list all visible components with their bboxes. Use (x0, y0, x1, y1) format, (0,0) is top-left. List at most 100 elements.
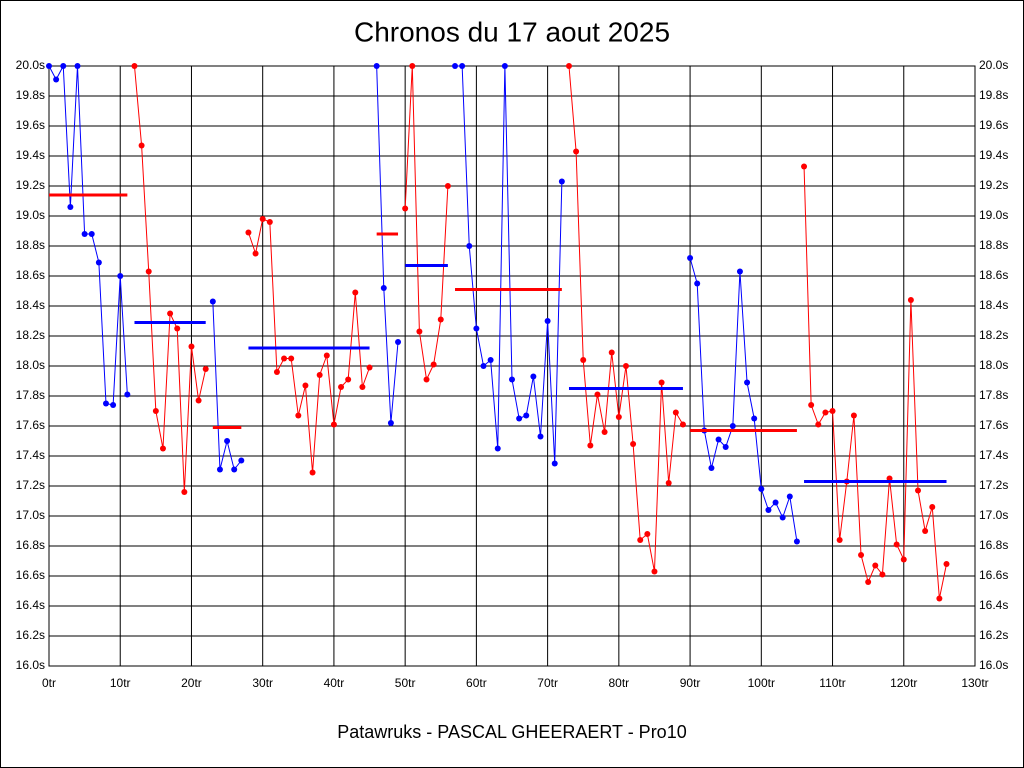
y-tick-label-right: 16.2s (979, 628, 1008, 642)
point (594, 391, 601, 398)
point (672, 409, 679, 416)
point (893, 541, 900, 548)
point (907, 297, 914, 303)
x-tick-label: 90tr (680, 676, 701, 690)
y-tick-label-right: 19.8s (979, 88, 1008, 102)
point (373, 63, 380, 69)
y-tick-label-right: 20.0s (979, 58, 1008, 72)
point (822, 409, 829, 416)
point (480, 363, 487, 369)
point (879, 571, 886, 578)
y-tick-label-right: 18.4s (979, 298, 1008, 312)
point (95, 259, 102, 266)
marks (46, 63, 950, 602)
point (152, 408, 159, 414)
x-tick-label: 100tr (748, 676, 775, 690)
point (167, 310, 174, 317)
x-tick-label: 110tr (819, 676, 845, 690)
point (530, 373, 537, 380)
point (608, 349, 615, 356)
point (929, 504, 936, 510)
point (936, 595, 943, 602)
point (915, 487, 922, 494)
point (630, 441, 637, 447)
x-tick-label: 10tr (110, 676, 131, 690)
point (145, 268, 152, 275)
point (359, 384, 366, 390)
x-tick-label: 30tr (252, 676, 273, 690)
point (124, 391, 131, 398)
point (338, 384, 345, 390)
point (651, 568, 658, 575)
series-line (376, 65, 399, 424)
point (46, 63, 52, 69)
y-tick-label: 16.6s (16, 568, 45, 582)
y-tick-label-right: 17.2s (979, 478, 1008, 492)
point (765, 507, 772, 513)
y-tick-label: 20.0s (16, 58, 45, 72)
point (281, 355, 288, 362)
y-tick-label: 17.8s (16, 388, 45, 402)
point (452, 63, 459, 69)
point (259, 216, 266, 222)
point (302, 382, 309, 389)
point (865, 579, 872, 585)
point (110, 402, 117, 408)
y-tick-label-right: 16.8s (979, 538, 1008, 552)
point (551, 460, 558, 467)
point (487, 357, 494, 363)
x-tick-label: 20tr (181, 676, 202, 690)
point (537, 433, 544, 440)
point (88, 231, 95, 237)
y-tick-label: 16.4s (16, 598, 45, 612)
series-line (689, 257, 798, 542)
point (573, 148, 580, 155)
point (858, 552, 865, 558)
y-tick-label: 16.8s (16, 538, 45, 552)
x-tick-label: 0tr (42, 676, 56, 690)
y-tick-label-right: 16.0s (979, 658, 1008, 672)
y-tick-label: 19.8s (16, 88, 45, 102)
point (587, 442, 594, 449)
point (637, 537, 644, 543)
point (330, 421, 337, 428)
point (323, 352, 330, 359)
x-axis-label: Patawruks - PASCAL GHEERAERT - Pro10 (337, 722, 686, 742)
y-tick-label-right: 17.8s (979, 388, 1008, 402)
point (366, 364, 373, 371)
point (380, 285, 387, 291)
y-tick-label-right: 18.0s (979, 358, 1008, 372)
point (708, 465, 715, 471)
point (252, 250, 259, 257)
y-tick-label: 18.0s (16, 358, 45, 372)
point (102, 400, 109, 407)
y-tick-label-right: 17.4s (979, 448, 1008, 462)
point (815, 421, 822, 428)
y-tick-label-right: 16.6s (979, 568, 1008, 582)
point (872, 562, 879, 569)
point (544, 318, 551, 324)
point (231, 466, 238, 473)
point (138, 142, 145, 149)
y-tick-label-right: 17.6s (979, 418, 1008, 432)
point (402, 205, 409, 212)
point (565, 63, 572, 69)
point (836, 537, 843, 543)
y-tick-label: 17.4s (16, 448, 45, 462)
point (416, 328, 423, 335)
x-tick-label: 120tr (890, 676, 917, 690)
point (74, 63, 81, 69)
point (900, 556, 907, 563)
point (808, 402, 815, 408)
point (850, 412, 857, 419)
point (387, 420, 394, 426)
point (238, 457, 245, 464)
y-tick-label-right: 17.0s (979, 508, 1008, 522)
x-tick-label: 130tr (961, 676, 988, 690)
y-tick-label-right: 19.0s (979, 208, 1008, 222)
y-tick-label: 18.4s (16, 298, 45, 312)
point (60, 63, 67, 69)
point (188, 343, 195, 350)
point (658, 379, 665, 386)
y-tick-label-right: 18.6s (979, 268, 1008, 282)
